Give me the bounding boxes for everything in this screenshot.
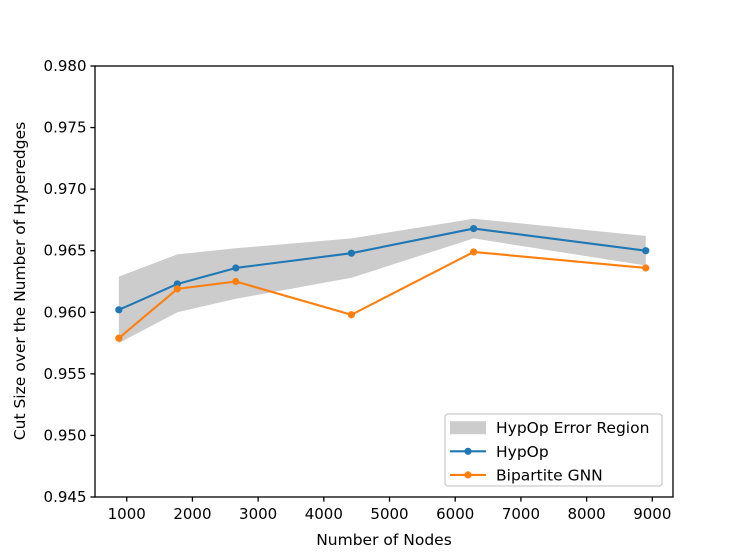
x-axis-label: Number of Nodes [316,531,452,549]
series-line-hypop [117,227,647,311]
x-tick-label: 7000 [502,505,540,523]
x-tick-label: 3000 [239,505,277,523]
y-tick-label: 0.970 [44,180,87,198]
plot-border [94,65,674,498]
error-band [118,218,646,344]
legend-swatch-marker [464,471,472,479]
series-line-bipartite-gnn [117,250,647,340]
data-point [115,306,123,314]
data-point [173,280,181,288]
x-tick-label: 4000 [305,505,343,523]
series-layer [115,224,650,342]
y-axis-label: Cut Size over the Number of Hyperedges [11,122,29,440]
x-tick-label: 6000 [436,505,474,523]
data-point [115,334,123,342]
y-tick-label: 0.980 [44,57,87,75]
legend-label: Bipartite GNN [496,466,603,484]
y-tick-label: 0.965 [44,242,87,260]
x-tick-label: 1000 [108,505,146,523]
x-tick-label: 8000 [568,505,606,523]
data-point [173,285,181,293]
x-tick-label: 5000 [370,505,408,523]
y-tick-label: 0.950 [44,426,87,444]
y-tick-label: 0.960 [44,303,87,321]
legend-swatch-marker [464,447,472,455]
error-band-layer [118,218,646,344]
legend-swatch-patch [450,421,486,435]
x-tick-label: 2000 [173,505,211,523]
x-tick-label: 9000 [633,505,671,523]
legend-label: HypOp Error Region [496,419,649,437]
legend: HypOp Error Region HypOp Bipartite GNN [444,413,663,487]
axes-layer: 1000 2000 3000 4000 5000 6000 7000 8000 9000 0.94… [44,57,674,523]
data-point [347,311,356,319]
data-point [642,247,650,255]
data-point [232,264,240,272]
data-point [347,249,356,257]
y-tick-label: 0.955 [44,365,87,383]
legend-box [444,413,663,487]
y-tick-label: 0.975 [44,119,87,137]
data-point [470,224,478,233]
data-point [642,264,650,272]
legend-label: HypOp [496,443,549,461]
data-point [470,248,478,256]
y-tick-label: 0.945 [44,488,87,506]
data-point [232,277,240,286]
